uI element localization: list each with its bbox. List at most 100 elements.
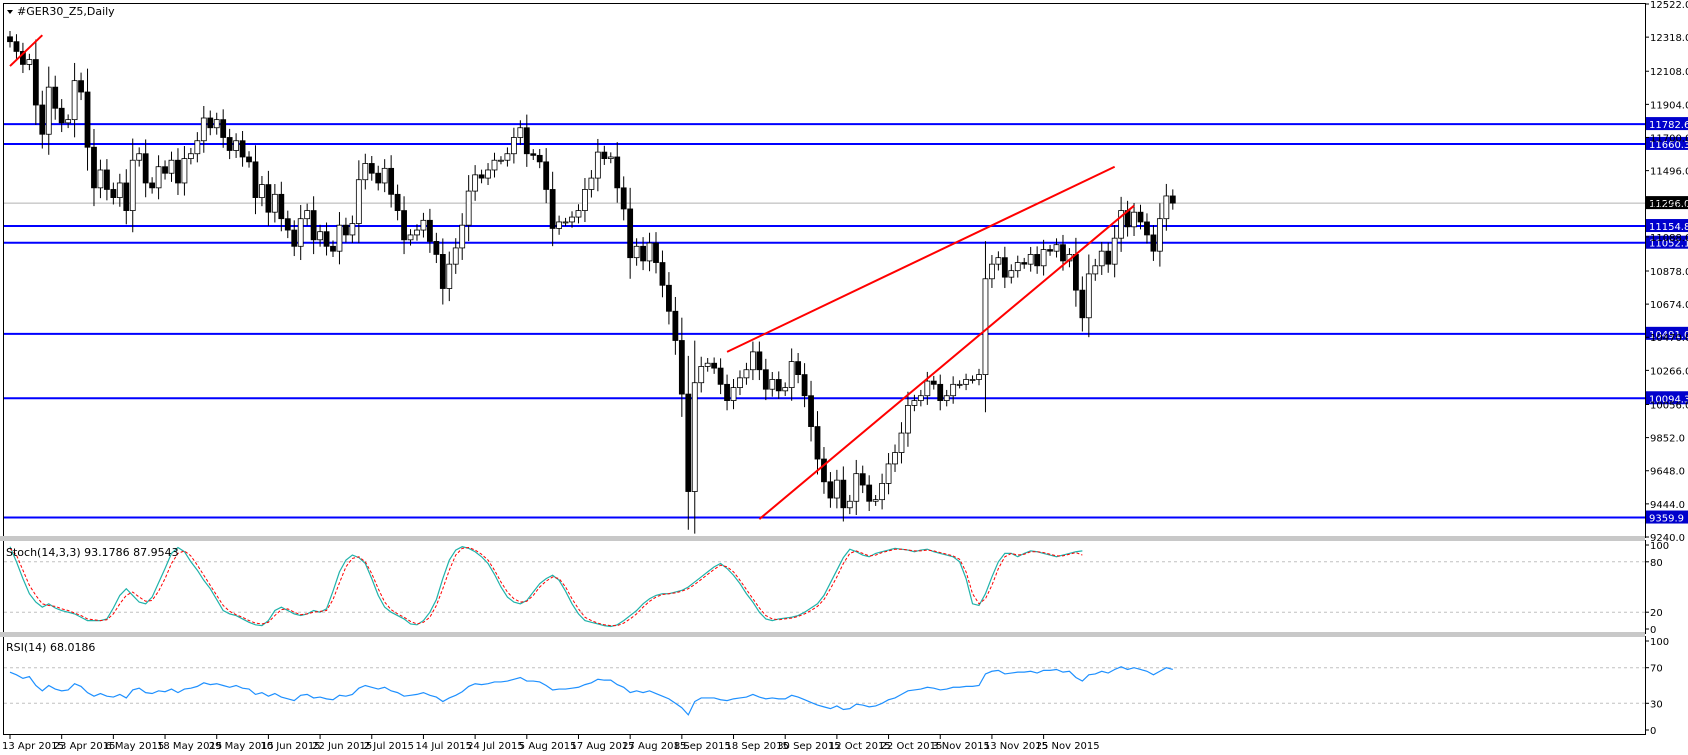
candle <box>1131 211 1137 228</box>
candle <box>330 245 336 252</box>
trendline[interactable] <box>758 204 1135 520</box>
time-tick-label: 13 Apr 2015 <box>2 741 64 752</box>
candle <box>672 310 679 341</box>
candle <box>788 361 795 388</box>
candle <box>388 167 395 195</box>
candle <box>381 167 388 184</box>
candle <box>982 278 989 375</box>
candle <box>685 393 692 492</box>
candle <box>827 481 834 499</box>
stoch-tick-label: 100 <box>1650 541 1669 552</box>
price-tick-label: 11088.0 <box>1650 233 1688 244</box>
candle <box>782 387 789 392</box>
candle <box>1169 195 1176 204</box>
price-tick-label: 10056.0 <box>1650 400 1688 411</box>
candle <box>569 216 575 223</box>
candle <box>78 80 84 93</box>
candle <box>814 426 821 460</box>
current-price-badge <box>1646 196 1688 210</box>
stoch-tick-label: 20 <box>1650 608 1663 619</box>
candle <box>905 405 911 434</box>
trendlines[interactable] <box>9 34 1135 520</box>
candle <box>562 221 569 224</box>
candle <box>795 361 802 375</box>
candle <box>32 59 39 106</box>
time-tick-label: 2 Jul 2015 <box>364 741 414 752</box>
candle <box>582 189 588 211</box>
trendline[interactable] <box>726 165 1116 353</box>
candle <box>336 224 343 252</box>
candle <box>833 479 840 499</box>
candle <box>924 380 931 397</box>
candle <box>743 369 750 379</box>
candle <box>142 153 149 184</box>
chart-title: #GER30_Z5,Daily <box>17 5 115 18</box>
price-tick-label: 10674.0 <box>1650 300 1688 311</box>
candle <box>737 377 743 388</box>
level-badge <box>1646 219 1688 233</box>
level-badge <box>1646 510 1688 524</box>
candle <box>892 452 898 465</box>
candle <box>866 484 873 502</box>
time-tick-label: 22 Jun 2015 <box>312 741 372 752</box>
candle <box>465 190 472 226</box>
time-tick-label: 6 May 2015 <box>105 741 164 752</box>
time-tick-label: 18 May 2015 <box>157 741 222 752</box>
price-tick-label: 11496.0 <box>1650 167 1688 178</box>
time-tick-label: 8 Sep 2015 <box>674 741 731 752</box>
candle <box>226 137 233 151</box>
candle <box>446 263 453 289</box>
candle <box>950 383 957 397</box>
candle <box>1111 237 1118 265</box>
candle <box>97 169 104 189</box>
candle <box>485 169 491 179</box>
panel-splitter[interactable] <box>0 632 1645 637</box>
time-tick-label: 29 May 2015 <box>209 741 274 752</box>
candle <box>775 379 782 392</box>
trendline[interactable] <box>9 34 43 67</box>
candle <box>872 499 879 502</box>
candle <box>459 224 466 249</box>
candle <box>20 51 26 65</box>
time-tick-label: 5 Aug 2015 <box>519 741 577 752</box>
candle <box>659 262 666 286</box>
candle <box>452 247 459 265</box>
candle <box>1144 221 1150 236</box>
candle <box>1040 249 1047 267</box>
candle <box>116 182 123 198</box>
time-tick-label: 10 Jun 2015 <box>260 741 320 752</box>
candle <box>1014 262 1021 272</box>
candle <box>840 479 847 509</box>
triangle-down-icon[interactable] <box>7 10 13 14</box>
panel-splitter[interactable] <box>0 536 1645 541</box>
candle <box>291 229 298 247</box>
candle <box>420 219 427 231</box>
time-tick-label: 17 Aug 2015 <box>570 741 634 752</box>
level-badge-label: 9359.9 <box>1649 514 1684 525</box>
candle <box>1073 254 1079 291</box>
candle <box>588 177 595 190</box>
candle <box>194 140 201 155</box>
time-tick-label: 22 Oct 2015 <box>881 741 943 752</box>
level-badge <box>1646 136 1688 150</box>
candle <box>504 153 511 161</box>
candle <box>885 463 892 484</box>
candle <box>614 156 621 189</box>
candle <box>717 367 724 385</box>
time-tick-label: 30 Sep 2015 <box>777 741 840 752</box>
price-tick-label: 10878.0 <box>1650 267 1688 278</box>
rsi-lines <box>9 666 1173 716</box>
candlestick-series <box>7 31 1176 534</box>
candle <box>181 158 188 184</box>
level-badge-label: 10491.0 <box>1649 330 1688 341</box>
price-axis[interactable]: 12522.0 12318.0 12108.0 11904.0 11700.0 11496… <box>1645 0 1688 544</box>
time-tick-label: 25 Nov 2015 <box>1036 741 1100 752</box>
candle <box>71 80 78 121</box>
candle <box>963 379 969 385</box>
candle <box>1034 254 1041 267</box>
candle <box>168 159 175 174</box>
candle <box>349 223 356 236</box>
candle <box>129 159 136 211</box>
